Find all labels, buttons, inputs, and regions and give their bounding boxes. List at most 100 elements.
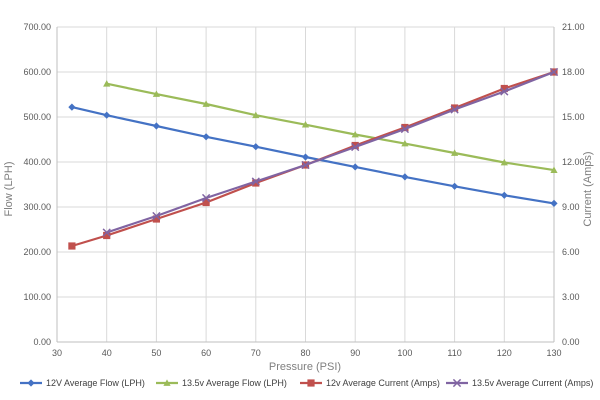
tick-labels: 30 40 50 60 70 80 90 100 110 120 1300.00100.00200.… — [23, 22, 584, 358]
data-point-marker — [351, 141, 359, 150]
marker-stroke — [400, 124, 410, 134]
data-point-marker — [152, 211, 161, 221]
data-point-marker — [500, 84, 508, 93]
y-axis-title: Flow (LPH) — [3, 161, 15, 216]
data-point-marker — [152, 215, 160, 223]
data-point-marker — [152, 90, 160, 97]
data-point-marker — [202, 100, 210, 107]
data-point-marker — [351, 142, 360, 152]
data-point-marker — [152, 122, 160, 130]
data-point-marker — [202, 133, 210, 141]
x-tick-label: 30 — [52, 348, 62, 358]
marker-stroke — [549, 67, 559, 77]
marker-stroke — [500, 87, 509, 96]
axes — [56, 27, 555, 343]
series-line — [106, 70, 555, 234]
legend-item: 13.5v Average Current (Amps) — [446, 378, 593, 388]
data-point-marker — [351, 163, 359, 171]
data-point-marker — [27, 379, 35, 387]
marker-stroke — [351, 142, 360, 152]
legend-label: 12v Average Current (Amps) — [326, 378, 440, 388]
x-tick-label: 100 — [397, 348, 412, 358]
x-tick-label: 50 — [151, 348, 161, 358]
data-point-marker — [451, 182, 459, 190]
data-point-marker — [103, 80, 111, 87]
data-point-marker — [201, 193, 211, 203]
data-point-marker — [307, 379, 315, 387]
data-point-marker — [451, 149, 459, 156]
data-point-marker — [252, 111, 260, 119]
marker-stroke — [102, 228, 111, 237]
marker-stroke — [452, 378, 462, 388]
y-tick-label: 500.00 — [23, 112, 51, 122]
legend-item: 13.5v Average Flow (LPH) — [156, 378, 287, 388]
y-tick-label: 100.00 — [23, 292, 51, 302]
data-point-marker — [103, 231, 111, 240]
y2-tick-label: 21.00 — [562, 22, 585, 32]
y2-tick-label: 15.00 — [562, 112, 585, 122]
data-point-marker — [452, 378, 462, 388]
marker-stroke — [301, 160, 310, 170]
y2-tick-label: 12.00 — [562, 157, 585, 167]
y2-tick-label: 18.00 — [562, 67, 585, 77]
data-point-marker — [500, 191, 508, 199]
data-point-marker — [68, 103, 76, 111]
y-tick-label: 600.00 — [23, 67, 51, 77]
data-point-marker — [163, 379, 171, 386]
series-2 — [103, 80, 558, 173]
y-tick-label: 300.00 — [23, 202, 51, 212]
legend-label: 13.5v Average Flow (LPH) — [182, 378, 287, 388]
legend-label: 13.5v Average Current (Amps) — [472, 378, 593, 388]
data-point-marker — [549, 67, 559, 77]
series-line — [106, 82, 555, 172]
x-tick-label: 70 — [251, 348, 261, 358]
data-point-marker — [301, 160, 310, 170]
series-4 — [102, 67, 559, 237]
data-point-marker — [252, 143, 260, 151]
legend-item: 12v Average Current (Amps) — [300, 378, 440, 388]
data-point-marker — [202, 198, 210, 207]
y2-tick-label: 0.00 — [562, 337, 580, 347]
data-point-marker — [251, 177, 260, 186]
x-tick-label: 130 — [546, 348, 561, 358]
y-tick-label: 700.00 — [23, 22, 51, 32]
marker-stroke — [251, 177, 260, 186]
x-tick-label: 120 — [497, 348, 512, 358]
x-axis-title: Pressure (PSI) — [269, 361, 341, 373]
x-tick-label: 110 — [447, 348, 461, 358]
legend: 12V Average Flow (LPH) 13.5v Average Flow… — [20, 378, 593, 388]
legend-item: 12V Average Flow (LPH) — [20, 378, 145, 388]
data-point-marker — [401, 173, 409, 181]
x-tick-label: 80 — [300, 348, 310, 358]
marker-stroke — [201, 193, 211, 203]
data-point-marker — [301, 121, 310, 128]
data-point-marker — [252, 179, 260, 187]
y2-axis-title: Current (Amps) — [582, 151, 594, 226]
data-point-marker — [400, 124, 410, 134]
data-point-marker — [550, 199, 558, 207]
legend-label: 12V Average Flow (LPH) — [46, 378, 145, 388]
data-point-marker — [500, 158, 508, 166]
x-tick-label: 60 — [201, 348, 211, 358]
y-tick-label: 400.00 — [23, 157, 51, 167]
y2-tick-label: 9.00 — [562, 202, 580, 212]
data-point-marker — [550, 166, 558, 173]
x-tick-label: 40 — [102, 348, 112, 358]
y2-tick-label: 3.00 — [562, 292, 580, 302]
data-point-marker — [401, 139, 409, 147]
y2-tick-label: 6.00 — [562, 247, 580, 257]
y-tick-label: 0.00 — [33, 337, 51, 347]
data-point-marker — [401, 123, 409, 132]
data-point-marker — [450, 105, 459, 114]
marker-stroke — [152, 211, 161, 221]
series-1 — [68, 103, 558, 207]
series-lines — [68, 67, 559, 250]
data-point-marker — [351, 130, 359, 138]
y-tick-label: 200.00 — [23, 247, 51, 257]
marker-stroke — [450, 105, 459, 114]
data-point-marker — [301, 153, 310, 161]
data-point-marker — [500, 87, 509, 96]
